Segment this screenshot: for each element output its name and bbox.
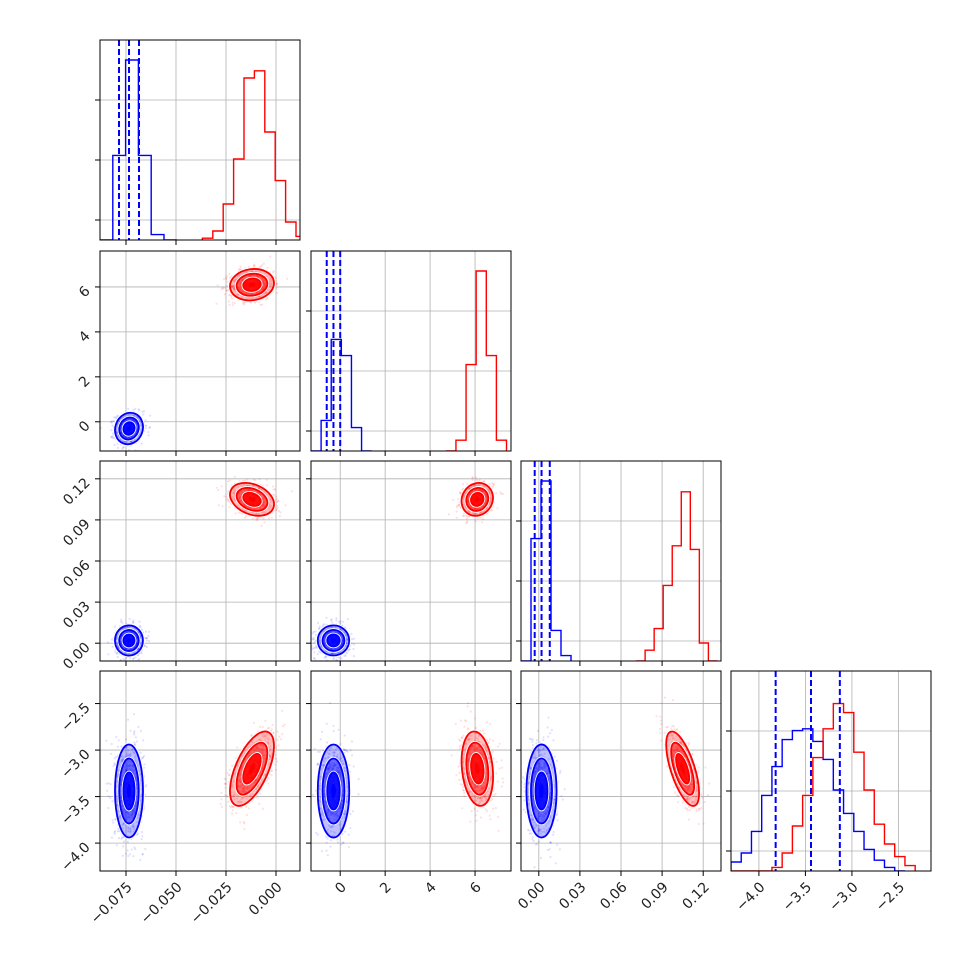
contours-blue	[113, 410, 145, 447]
x-tick-label: 6	[467, 879, 485, 897]
x-tick-label: −3.0	[826, 879, 861, 914]
contours-red	[228, 481, 276, 518]
panel-frame	[310, 670, 512, 872]
contours-red	[459, 729, 495, 808]
y-tick-label: 0.03	[60, 598, 93, 631]
contours-red	[459, 481, 495, 518]
y-tick-label: 0.00	[60, 640, 93, 673]
y-tick-label: 0.09	[60, 516, 93, 549]
histogram-panel-1	[306, 250, 512, 456]
contours-red	[228, 267, 276, 303]
panel-frame	[99, 670, 301, 872]
panel-frame	[99, 39, 301, 241]
scatter-panel-3-2	[516, 670, 722, 876]
x-tick-label: 4	[422, 879, 440, 897]
x-tick-label: −2.5	[873, 879, 908, 914]
y-tick-label: −4.0	[58, 839, 93, 874]
histogram-red-3	[731, 702, 916, 871]
histogram-blue-2	[521, 480, 572, 661]
x-tick-label: −3.5	[780, 879, 815, 914]
histogram-blue-3	[731, 728, 905, 871]
contours-blue	[113, 742, 145, 840]
x-tick-label: 0.00	[515, 879, 548, 912]
y-tick-label: −3.0	[58, 746, 93, 781]
x-tick-label: 0.06	[597, 879, 630, 912]
contours-red	[664, 729, 701, 808]
contours-blue	[113, 623, 145, 658]
scatter-panel-1-0	[95, 250, 301, 456]
histogram-panel-3	[726, 670, 932, 876]
x-tick-label: 0.000	[246, 879, 286, 919]
y-tick-label: 6	[76, 283, 94, 301]
histogram-blue-1	[311, 338, 372, 451]
panel-frame	[99, 250, 301, 452]
x-tick-label: −0.025	[188, 879, 236, 927]
y-tick-label: 0.06	[60, 557, 93, 590]
scatter-panel-2-1	[306, 460, 512, 666]
contours-blue	[315, 623, 352, 658]
x-tick-label: −4.0	[733, 879, 768, 914]
contours-red	[228, 729, 276, 808]
y-tick-label: −3.5	[58, 793, 93, 828]
x-tick-label: −0.075	[88, 879, 136, 927]
y-tick-label: −2.5	[58, 700, 93, 735]
histogram-panel-0	[95, 39, 301, 245]
scatter-panel-3-0	[95, 670, 301, 876]
y-tick-label: 0.12	[60, 475, 93, 508]
x-tick-label: 0.12	[679, 879, 712, 912]
histogram-red-1	[445, 270, 508, 451]
x-tick-label: 0.09	[638, 879, 671, 912]
scatter-panel-3-1	[306, 670, 512, 876]
x-tick-label: 2	[377, 879, 395, 897]
y-tick-label: 0	[76, 418, 94, 436]
panel-frame	[310, 250, 512, 452]
y-tick-label: 4	[76, 328, 94, 346]
scatter-panel-2-0	[95, 460, 301, 666]
panel-frame	[730, 670, 932, 872]
histogram-red-0	[201, 70, 300, 240]
histogram-red-2	[636, 491, 718, 661]
histogram-panel-2	[516, 460, 722, 666]
contours-blue	[315, 742, 352, 840]
x-tick-label: 0.03	[556, 879, 589, 912]
x-tick-label: −0.050	[138, 879, 186, 927]
x-tick-label: 0	[332, 879, 350, 897]
contours-blue	[524, 742, 559, 840]
y-tick-label: 2	[76, 373, 94, 391]
